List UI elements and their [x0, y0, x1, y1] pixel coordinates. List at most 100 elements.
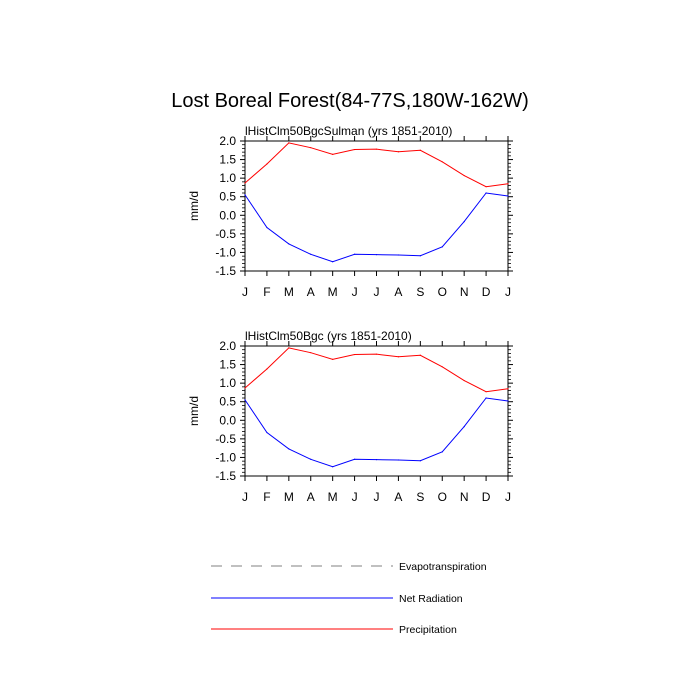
- y-tick-label: -0.5: [215, 432, 236, 446]
- data-point: [485, 192, 487, 194]
- data-point: [332, 261, 334, 263]
- y-axis-label: mm/d: [187, 396, 201, 426]
- x-tick-label: J: [352, 490, 358, 504]
- data-point: [332, 466, 334, 468]
- x-tick-label: F: [263, 285, 270, 299]
- y-tick-label: -0.5: [215, 227, 236, 241]
- data-point: [507, 388, 509, 390]
- y-tick-label: 0.5: [219, 395, 236, 409]
- y-tick-label: -1.0: [215, 245, 236, 259]
- data-point: [310, 352, 312, 354]
- x-tick-label: N: [460, 285, 469, 299]
- x-tick-label: S: [416, 490, 424, 504]
- data-point: [441, 451, 443, 453]
- x-tick-label: J: [242, 285, 248, 299]
- panel-title: lHistClm50BgcSulman (yrs 1851-2010): [245, 124, 452, 138]
- legend: Evapotranspiration Net Radiation Precipita…: [211, 561, 487, 636]
- x-tick-label: A: [307, 490, 315, 504]
- data-point: [375, 148, 378, 150]
- y-tick-label: 2.0: [219, 134, 236, 148]
- data-point: [463, 221, 465, 223]
- data-point: [266, 163, 268, 165]
- data-point: [485, 186, 487, 188]
- data-point: [332, 153, 334, 155]
- data-point: [463, 174, 465, 177]
- x-tick-label: O: [438, 285, 447, 299]
- data-point: [507, 400, 509, 402]
- data-point: [310, 458, 312, 460]
- data-point: [485, 397, 487, 399]
- x-tick-label: M: [284, 490, 294, 504]
- y-tick-label: 0.0: [219, 208, 236, 222]
- y-tick-label: 1.0: [219, 376, 236, 390]
- x-tick-label: D: [482, 285, 491, 299]
- figure-title: Lost Boreal Forest(84-77S,180W-162W): [171, 90, 529, 112]
- plot-frame: [244, 345, 509, 477]
- data-point: [288, 448, 290, 450]
- x-tick-label: A: [394, 285, 402, 299]
- data-point: [375, 353, 378, 355]
- data-point: [419, 149, 421, 151]
- data-point: [244, 399, 246, 401]
- legend-item-precipitation: Precipitation: [211, 624, 457, 636]
- data-point: [310, 147, 312, 149]
- x-tick-label: J: [374, 490, 380, 504]
- x-tick-label: M: [328, 285, 338, 299]
- x-tick-label: J: [242, 490, 248, 504]
- data-point: [507, 195, 509, 197]
- series-line-net-radiation: [244, 192, 509, 263]
- series-line-net-radiation: [244, 397, 509, 468]
- data-point: [419, 460, 421, 462]
- x-tick-label: A: [394, 490, 402, 504]
- data-point: [441, 246, 443, 248]
- data-point: [463, 426, 465, 428]
- legend-label: Precipitation: [399, 624, 457, 636]
- data-point: [332, 358, 334, 360]
- y-tick-label: -1.5: [215, 469, 236, 483]
- data-point: [397, 151, 400, 153]
- legend-item-net-radiation: Net Radiation: [211, 593, 463, 605]
- data-point: [244, 182, 246, 184]
- x-tick-label: M: [284, 285, 294, 299]
- y-tick-label: 0.5: [219, 190, 236, 204]
- data-point: [397, 254, 400, 256]
- y-tick-label: 2.0: [219, 339, 236, 353]
- data-point: [244, 387, 246, 389]
- data-point: [419, 255, 421, 257]
- y-tick-label: 1.5: [219, 153, 236, 167]
- data-point: [441, 161, 443, 163]
- data-point: [288, 142, 290, 144]
- chart-panel-1: lHistClm50BgcSulman (yrs 1851-2010)mm/d-…: [187, 124, 513, 299]
- data-point: [266, 368, 268, 370]
- y-tick-label: 1.0: [219, 171, 236, 185]
- x-tick-label: J: [505, 285, 511, 299]
- y-tick-label: -1.5: [215, 264, 236, 278]
- legend-label: Net Radiation: [399, 593, 463, 605]
- y-axis-label: mm/d: [187, 191, 201, 221]
- plot-frame: [244, 140, 509, 272]
- data-point: [266, 226, 268, 229]
- data-point: [244, 194, 246, 196]
- x-tick-label: A: [307, 285, 315, 299]
- data-point: [397, 356, 400, 358]
- y-tick-label: 0.0: [219, 413, 236, 427]
- x-tick-label: D: [482, 490, 491, 504]
- data-point: [507, 183, 509, 185]
- data-point: [353, 253, 356, 255]
- x-tick-label: J: [352, 285, 358, 299]
- data-point: [419, 354, 421, 356]
- x-tick-label: S: [416, 285, 424, 299]
- panel-title: lHistClm50Bgc (yrs 1851-2010): [245, 329, 412, 343]
- x-tick-label: J: [505, 490, 511, 504]
- legend-item-evapotranspiration: Evapotranspiration: [211, 561, 487, 573]
- data-point: [353, 353, 356, 356]
- data-point: [266, 431, 268, 434]
- data-point: [353, 458, 356, 460]
- data-point: [310, 253, 312, 255]
- x-tick-label: O: [438, 490, 447, 504]
- data-point: [288, 243, 290, 245]
- x-tick-label: F: [263, 490, 270, 504]
- data-point: [485, 391, 487, 393]
- data-point: [288, 347, 290, 349]
